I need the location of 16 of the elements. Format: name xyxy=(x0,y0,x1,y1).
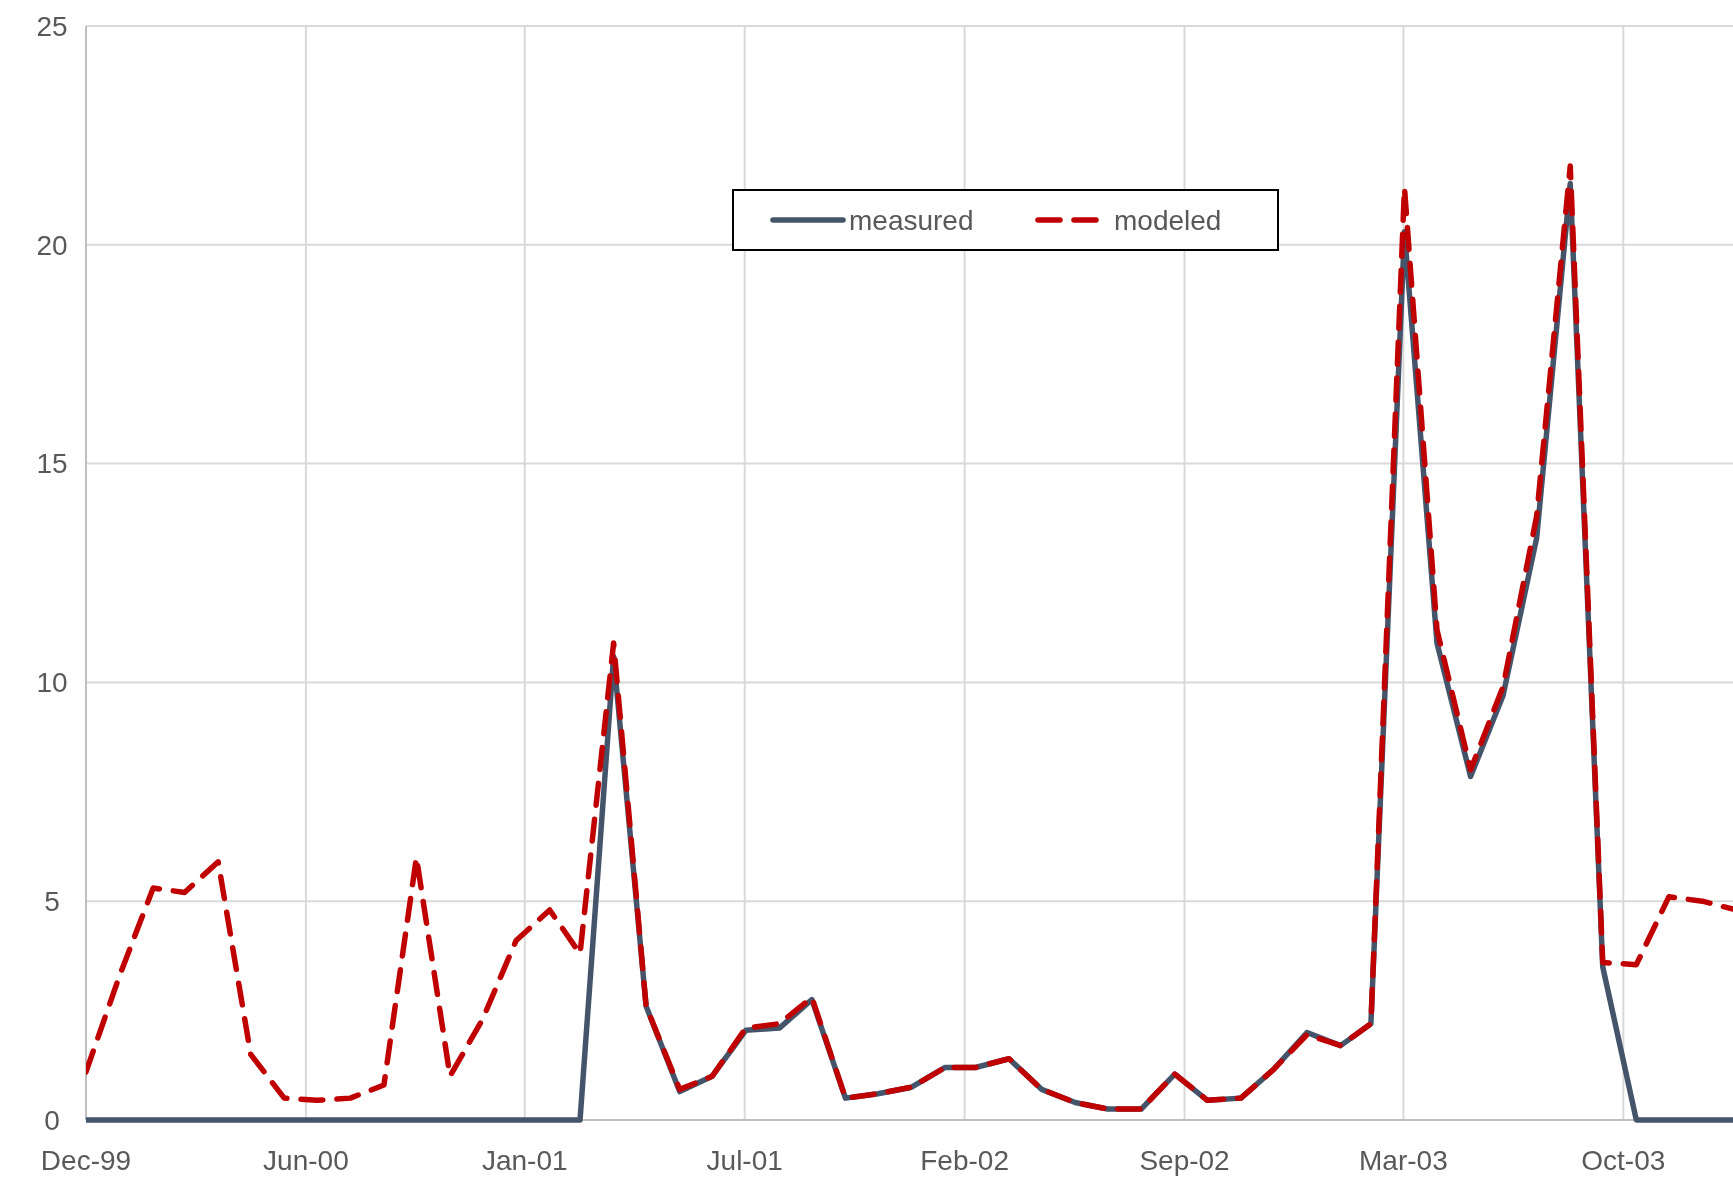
y-tick-label: 25 xyxy=(36,10,68,42)
y-tick-label: 5 xyxy=(44,886,60,917)
legend-label: modeled xyxy=(1114,204,1222,236)
x-tick-label: Sep-02 xyxy=(1139,1145,1230,1176)
legend-label: measured xyxy=(849,204,974,236)
y-tick-label: 0 xyxy=(44,1104,60,1136)
y-tick-label: 15 xyxy=(36,448,68,480)
x-tick-label: Feb-02 xyxy=(920,1145,1009,1176)
x-tick-label: Dec-99 xyxy=(40,1145,132,1176)
y-tick-label: 20 xyxy=(36,229,68,261)
x-tick-label: Jan-01 xyxy=(481,1145,568,1176)
x-tick-label: Oct-03 xyxy=(1581,1145,1666,1176)
y-tick-label: 10 xyxy=(36,667,68,699)
x-tick-label: Jul-01 xyxy=(706,1145,783,1176)
x-tick-label: Jun-00 xyxy=(263,1145,349,1176)
x-tick-label: Mar-03 xyxy=(1359,1145,1448,1176)
